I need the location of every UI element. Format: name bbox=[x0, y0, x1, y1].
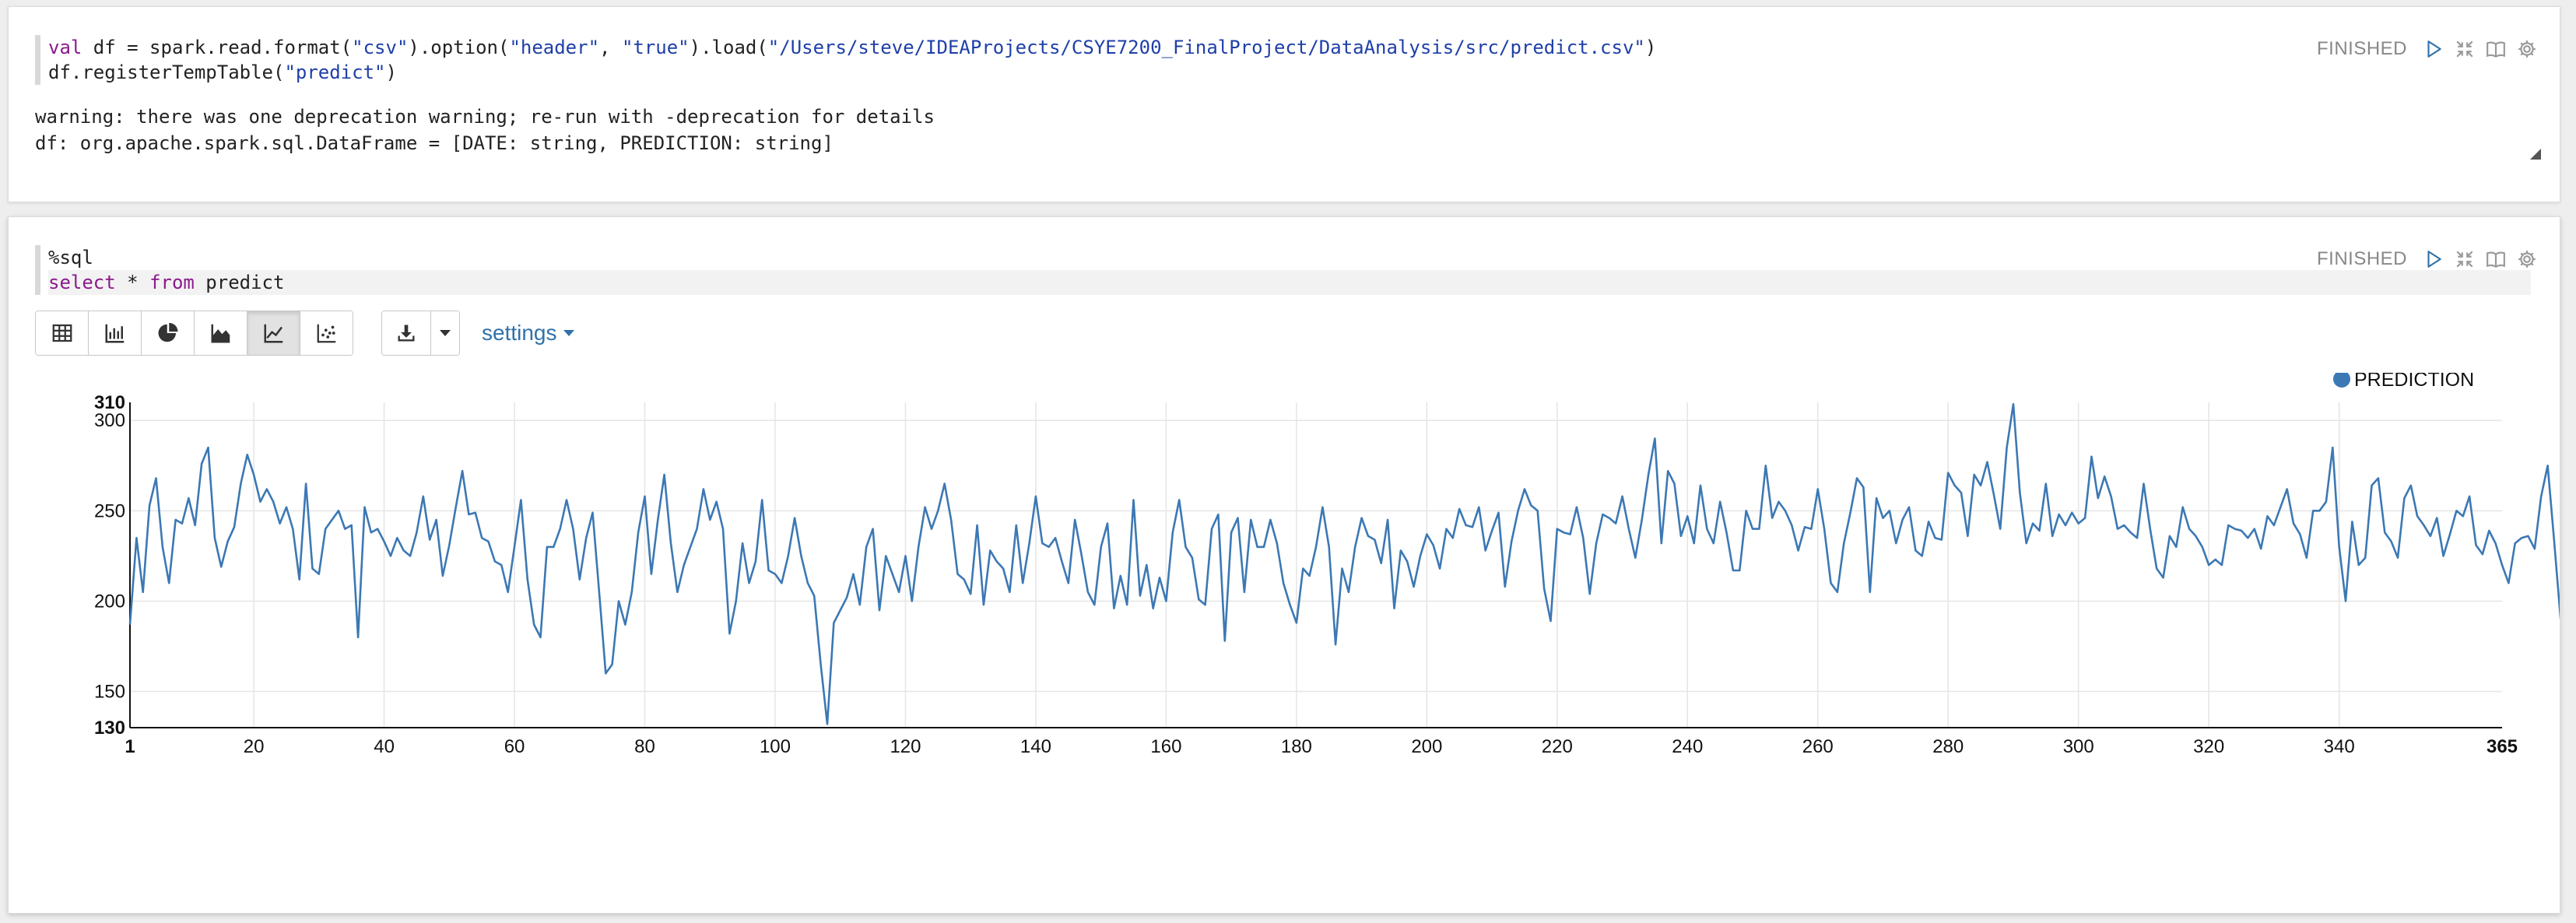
chart-type-group bbox=[35, 311, 353, 356]
x-tick-label: 140 bbox=[1020, 736, 1051, 757]
code-line[interactable]: select * from predict bbox=[48, 270, 2531, 295]
download-button[interactable] bbox=[382, 311, 431, 355]
run-icon[interactable] bbox=[2423, 248, 2444, 270]
x-tick-label: 280 bbox=[1932, 736, 1964, 757]
x-tick-label: 340 bbox=[2324, 736, 2355, 757]
y-tick-label: 200 bbox=[94, 591, 125, 612]
x-tick-label: 260 bbox=[1802, 736, 1834, 757]
x-tick-label: 80 bbox=[634, 736, 655, 757]
settings-label: settings bbox=[482, 321, 557, 345]
output-dataframe-line: df: org.apache.spark.sql.DataFrame = [DA… bbox=[35, 132, 834, 154]
resize-handle[interactable] bbox=[2530, 149, 2541, 160]
code-line[interactable]: %sql bbox=[48, 247, 93, 268]
download-group bbox=[381, 311, 460, 356]
sql-editor[interactable]: %sql select * from predict bbox=[35, 245, 2531, 295]
line-chart: 1 20 40 60 80 100 120 140 160 180 200 220 240 260 280 3… bbox=[94, 373, 2560, 757]
area-chart-icon bbox=[211, 324, 230, 343]
prediction-series-line bbox=[128, 402, 2560, 725]
x-tick-label: 1 bbox=[125, 736, 135, 757]
paragraph-controls: FINISHED bbox=[2317, 38, 2538, 60]
line-chart-icon bbox=[264, 324, 283, 343]
download-options-button[interactable] bbox=[431, 311, 459, 355]
paragraph-1: val df = spark.read.format("csv").option… bbox=[8, 6, 2560, 202]
x-tick-label: 20 bbox=[244, 736, 265, 757]
gear-icon[interactable] bbox=[2516, 38, 2538, 60]
y-tick-label: 250 bbox=[94, 500, 125, 521]
x-tick-label: 100 bbox=[760, 736, 791, 757]
chevron-down-icon bbox=[440, 330, 451, 336]
y-tick-label: 310 bbox=[94, 392, 125, 413]
y-tick-label: 150 bbox=[94, 682, 125, 703]
x-tick-label: 120 bbox=[890, 736, 921, 757]
x-tick-label: 40 bbox=[374, 736, 395, 757]
x-tick-label: 365 bbox=[2487, 736, 2518, 757]
gear-icon[interactable] bbox=[2516, 248, 2538, 270]
legend-label: PREDICTION bbox=[2354, 373, 2474, 391]
paragraph-2: %sql select * from predict FINISHED bbox=[8, 216, 2560, 914]
x-tick-label: 60 bbox=[504, 736, 525, 757]
x-tick-label: 160 bbox=[1150, 736, 1181, 757]
x-tick-label: 240 bbox=[1672, 736, 1703, 757]
table-icon bbox=[52, 324, 72, 342]
code-editor[interactable]: val df = spark.read.format("csv").option… bbox=[35, 35, 2305, 85]
table-view-button[interactable] bbox=[36, 311, 89, 355]
output-warning-line: warning: there was one deprecation warni… bbox=[35, 106, 935, 128]
bar-chart-icon bbox=[105, 324, 124, 343]
scatter-chart-button[interactable] bbox=[300, 311, 353, 355]
x-tick-label: 180 bbox=[1281, 736, 1312, 757]
paragraph-output: warning: there was one deprecation warni… bbox=[35, 104, 935, 156]
code-line[interactable]: df.registerTempTable("predict") bbox=[48, 61, 397, 83]
x-tick-label: 220 bbox=[1542, 736, 1573, 757]
code-line[interactable]: val df = spark.read.format("csv").option… bbox=[48, 37, 1657, 58]
area-chart-button[interactable] bbox=[195, 311, 247, 355]
settings-toggle[interactable]: settings bbox=[482, 321, 574, 346]
collapse-icon[interactable] bbox=[2454, 248, 2476, 270]
visualization-toolbar: settings bbox=[35, 311, 574, 356]
y-tick-label: 300 bbox=[94, 410, 125, 431]
paragraph-controls: FINISHED bbox=[2317, 248, 2538, 270]
paragraph-status: FINISHED bbox=[2316, 38, 2407, 59]
pie-chart-icon bbox=[158, 322, 177, 342]
paragraph-status: FINISHED bbox=[2316, 248, 2407, 269]
x-tick-label: 320 bbox=[2193, 736, 2224, 757]
pie-chart-button[interactable] bbox=[142, 311, 195, 355]
book-icon[interactable] bbox=[2485, 38, 2507, 60]
line-chart-button[interactable] bbox=[247, 311, 300, 355]
x-tick-label: 300 bbox=[2063, 736, 2094, 757]
book-icon[interactable] bbox=[2485, 248, 2507, 270]
bar-chart-button[interactable] bbox=[89, 311, 142, 355]
caret-down-icon bbox=[563, 330, 574, 336]
y-tick-label: 130 bbox=[94, 718, 125, 739]
legend-marker bbox=[2333, 373, 2350, 388]
x-tick-label: 200 bbox=[1411, 736, 1442, 757]
scatter-chart-icon bbox=[317, 324, 335, 343]
collapse-icon[interactable] bbox=[2454, 38, 2476, 60]
download-icon bbox=[398, 325, 415, 342]
run-icon[interactable] bbox=[2423, 38, 2444, 60]
